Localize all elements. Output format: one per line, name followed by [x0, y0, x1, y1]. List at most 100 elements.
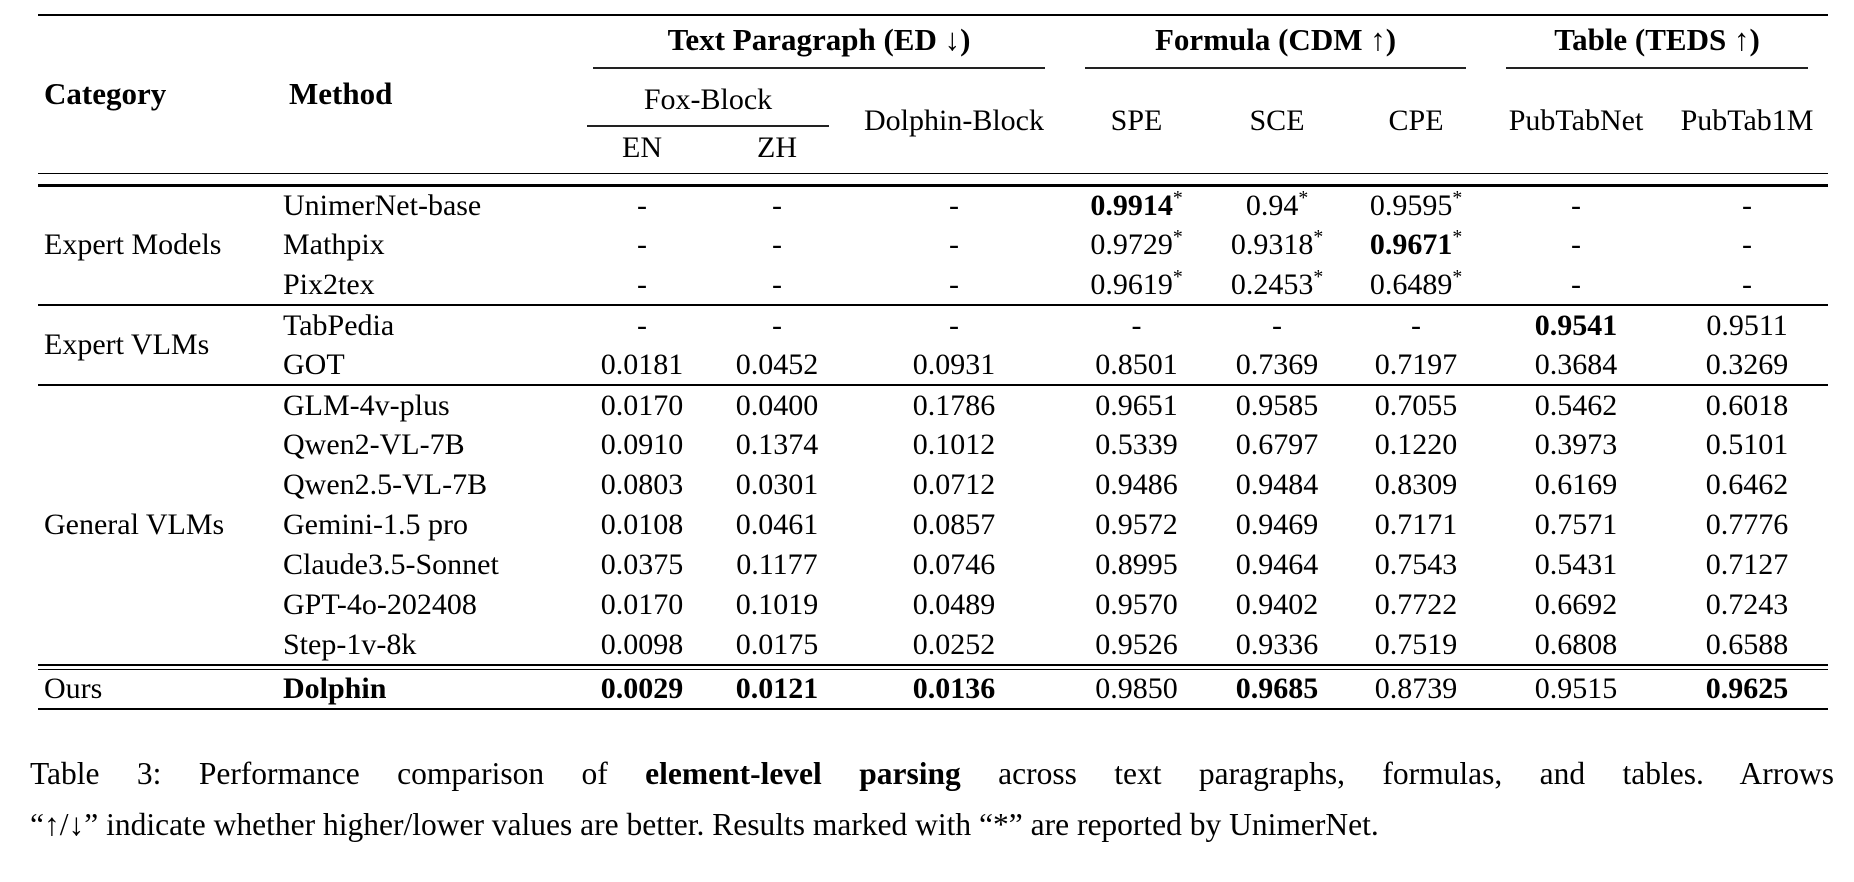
metric-cell: - [1742, 228, 1753, 261]
metric-cell: 0.9464 [1235, 548, 1319, 581]
reported-asterisk: * [1452, 226, 1463, 248]
metric-cell: 0.9850 [1065, 669, 1209, 710]
reported-asterisk: * [1313, 226, 1324, 248]
header-fox-block: Fox-Block [573, 69, 843, 127]
metric-cell: - [1742, 267, 1753, 301]
table-caption: Table 3: Performance comparison of eleme… [30, 748, 1834, 850]
metric-cell: 0.9572 [1095, 508, 1178, 541]
metric-cell: 0.0170 [573, 384, 711, 425]
metric-cell: 0.6462 [1705, 468, 1789, 501]
table-row: Qwen2-VL-7B 0.0910 0.1374 0.1012 0.5339 0.679… [38, 425, 1828, 465]
header-body-double-rule [38, 172, 1829, 187]
metric-cell: - [637, 188, 647, 222]
table-row: Qwen2.5-VL-7B 0.0803 0.0301 0.0712 0.9486 0.9… [38, 465, 1828, 505]
metric-cell: 0.9570 [1095, 588, 1178, 621]
metric-cell: 0.0170 [600, 588, 684, 621]
metric-cell: 0.8995 [1095, 548, 1178, 581]
metric-cell: 0.7571 [1534, 508, 1618, 541]
metric-cell: - [573, 304, 711, 345]
metric-cell: 0.3973 [1534, 428, 1618, 461]
header-category: Category [38, 14, 283, 173]
metric-cell: 0.8739 [1346, 669, 1487, 710]
metric-cell: 0.0746 [912, 548, 996, 581]
table-row: GOT 0.0181 0.0452 0.0931 0.8501 0.7369 0.7197 0… [38, 345, 1828, 385]
metric-cell: - [637, 228, 647, 261]
metric-cell: 0.0375 [600, 548, 684, 581]
metric-cell: 0.3684 [1534, 347, 1618, 381]
metric-cell: 0.0121 [711, 669, 843, 710]
metric-cell: 0.7171 [1374, 508, 1458, 541]
metric-cell: 0.0452 [735, 347, 819, 381]
table-row: Pix2tex - - - 0.9619* 0.2453* 0.6489* - - [38, 265, 1828, 305]
metric-cell: 0.7776 [1705, 508, 1789, 541]
method-cell: GPT-4o-202408 [283, 588, 477, 621]
table-header: Category Method Text Paragraph (ED ↓) Fo… [38, 14, 1829, 187]
metric-cell: 0.94* [1245, 186, 1309, 222]
metric-cell: 0.9336 [1235, 627, 1319, 661]
metric-cell: 0.5462 [1486, 384, 1667, 425]
metric-cell: 0.1019 [735, 588, 819, 621]
metric-cell: 0.2453* [1230, 265, 1324, 301]
reported-asterisk: * [1172, 226, 1183, 248]
method-cell: Qwen2.5-VL-7B [283, 468, 488, 501]
table-row: Expert VLMs TabPedia - - - - - -0.9541 0.9511 [38, 304, 1829, 385]
table-row: Expert Models UnimerNet-base - - - 0.9914* 0.9… [38, 185, 1828, 261]
metric-cell: 0.0803 [600, 468, 684, 501]
metric-cell: - [637, 267, 647, 301]
metric-cell: - [1208, 304, 1347, 345]
metric-cell: 0.0910 [600, 428, 684, 461]
header-cpe: CPE [1388, 103, 1444, 137]
header-zh: ZH [757, 130, 797, 164]
metric-cell: 0.0181 [600, 347, 684, 381]
metric-cell: - [949, 188, 959, 222]
metric-cell: - [1571, 228, 1582, 261]
metric-cell: 0.9402 [1235, 588, 1319, 621]
metric-cell: 0.9515 [1486, 669, 1667, 710]
metric-cell: 0.5101 [1705, 428, 1789, 461]
table-row: Mathpix - - - 0.9729* 0.9318* 0.9671* - - [38, 225, 1828, 265]
metric-cell: 0.9541 [1486, 304, 1667, 345]
metric-cell: 0.8309 [1374, 468, 1458, 501]
metric-cell: 0.9685 [1208, 669, 1347, 710]
metric-cell: 0.9484 [1235, 468, 1319, 501]
metric-cell: 0.0931 [912, 347, 996, 381]
metric-cell: 0.5431 [1534, 548, 1618, 581]
method-cell: Step-1v-8k [283, 627, 417, 661]
category-cell: Expert Models [44, 228, 222, 262]
metric-cell: 0.6692 [1534, 588, 1618, 621]
metric-cell: 0.9511 [1666, 304, 1829, 345]
method-cell: Dolphin [283, 669, 573, 710]
reported-asterisk: * [1172, 265, 1183, 288]
header-en: EN [622, 130, 662, 164]
reported-asterisk: * [1172, 186, 1183, 209]
metric-cell: - [1346, 304, 1487, 345]
metric-cell: 0.0136 [843, 669, 1066, 710]
caption-bold-phrase: element-level parsing [645, 756, 961, 791]
header-dolphin-block: Dolphin-Block [864, 103, 1044, 137]
caption-line-2: “↑/↓” indicate whether higher/lower valu… [30, 807, 1379, 843]
header-pubtab1m: PubTab1M [1680, 103, 1814, 137]
header-group-formula: Formula (CDM ↑) [1065, 14, 1487, 69]
table-row: Ours Dolphin 0.0029 0.0121 0.0136 0.9850 0.968… [38, 669, 1829, 710]
metric-cell: 0.7543 [1374, 548, 1458, 581]
metric-cell: - [711, 304, 843, 345]
metric-cell: 0.8501 [1095, 347, 1178, 381]
metric-cell: 0.0489 [912, 588, 996, 621]
metric-cell: 0.0301 [735, 468, 819, 501]
metric-cell: - [1065, 304, 1209, 345]
header-method: Method [283, 14, 573, 173]
metric-cell: 0.9486 [1095, 468, 1178, 501]
metric-cell: - [772, 228, 782, 261]
metric-cell: 0.1374 [735, 428, 819, 461]
metric-cell: 0.9671* [1369, 226, 1463, 261]
metric-cell: 0.0461 [735, 508, 819, 541]
metric-cell: 0.0400 [711, 384, 843, 425]
metric-cell: 0.6018 [1666, 384, 1829, 425]
table-row: Step-1v-8k 0.0098 0.0175 0.0252 0.9526 0.9336… [38, 625, 1828, 665]
metric-cell: - [843, 304, 1066, 345]
metric-cell: 0.0712 [912, 468, 996, 501]
category-cell: General VLMs [38, 384, 283, 665]
method-cell: TabPedia [283, 304, 573, 345]
method-cell: GLM-4v-plus [283, 384, 573, 425]
